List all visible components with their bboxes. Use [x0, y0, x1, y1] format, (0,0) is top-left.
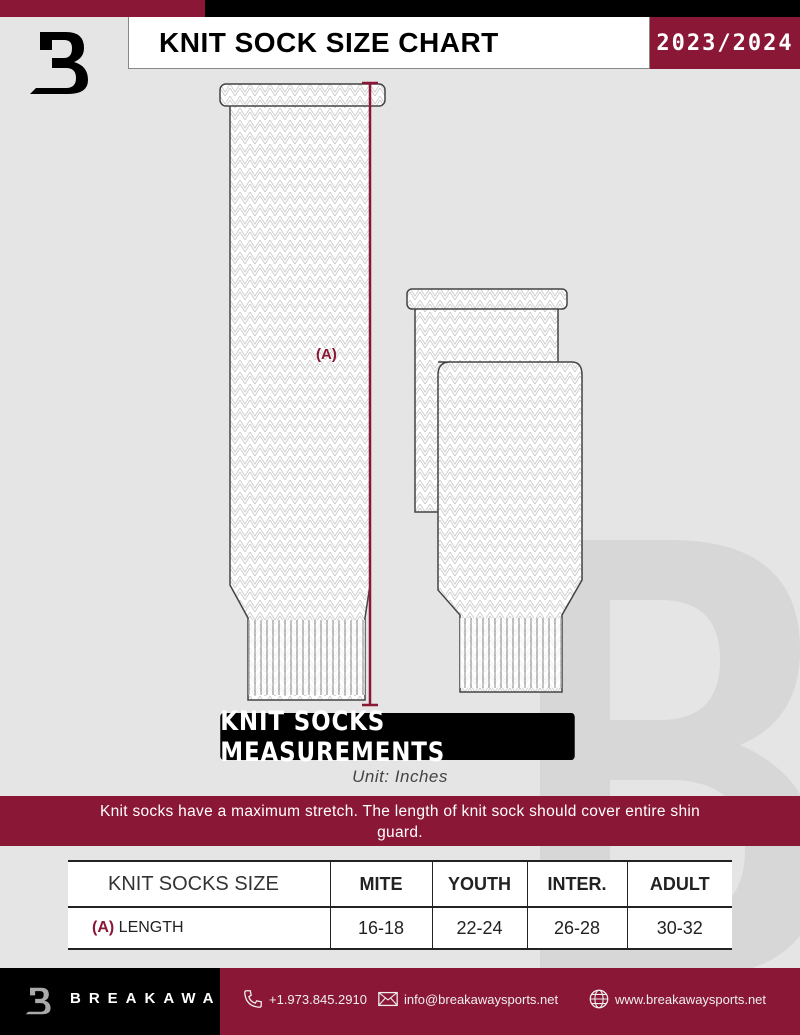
mite-sock-outline	[437, 361, 583, 693]
title-box: KNIT SOCK SIZE CHART	[128, 17, 650, 69]
header-inter: INTER.	[526, 860, 627, 908]
season-badge: 2023/2024	[650, 17, 800, 69]
breakaway-logo	[30, 32, 88, 94]
table-row: (A) LENGTH 16-18 22-24 26-28 30-32	[68, 906, 732, 950]
youth-sock-outline	[406, 288, 568, 513]
header-mite: MITE	[329, 860, 432, 908]
footer-contact-area: +1.973.845.2910 info@breakawaysports.net…	[220, 968, 800, 1035]
top-accent-bar	[0, 0, 205, 17]
stretch-note: Knit socks have a maximum stretch. The l…	[0, 796, 800, 846]
length-measure-line	[362, 81, 378, 707]
footer-phone: +1.973.845.2910	[242, 988, 367, 1010]
footer-website[interactable]: www.breakawaysports.net	[588, 988, 766, 1010]
table-header-row: KNIT SOCKS SIZE MITE YOUTH INTER. ADULT	[68, 860, 732, 908]
header-adult: ADULT	[626, 860, 732, 908]
cell-inter: 26-28	[526, 906, 627, 950]
mail-icon	[378, 991, 398, 1007]
footer-email[interactable]: info@breakawaysports.net	[377, 988, 558, 1010]
unit-label: Unit: Inches	[352, 767, 448, 786]
top-black-bar	[205, 0, 800, 17]
sock-diagram: (A)	[219, 81, 583, 707]
page-title: KNIT SOCK SIZE CHART	[159, 27, 499, 58]
measurements-banner: KNIT SOCKS MEASUREMENTS	[220, 706, 575, 768]
cell-youth: 22-24	[431, 906, 527, 950]
adult-sock-outline	[219, 83, 386, 701]
cell-mite: 16-18	[329, 906, 432, 950]
size-table: KNIT SOCKS SIZE MITE YOUTH INTER. ADULT …	[68, 860, 732, 950]
measure-label-a: (A)	[316, 346, 337, 363]
footer-logo	[25, 987, 51, 1015]
footer-brand-area: BREAKAWAY	[0, 968, 230, 1035]
header-youth: YOUTH	[431, 860, 527, 908]
footer-brand-name: BREAKAWAY	[70, 990, 239, 1007]
header-size: KNIT SOCKS SIZE	[68, 860, 330, 908]
row-label: (A) LENGTH	[68, 906, 330, 950]
phone-icon	[244, 990, 262, 1008]
globe-icon	[589, 989, 609, 1009]
cell-adult: 30-32	[626, 906, 732, 950]
